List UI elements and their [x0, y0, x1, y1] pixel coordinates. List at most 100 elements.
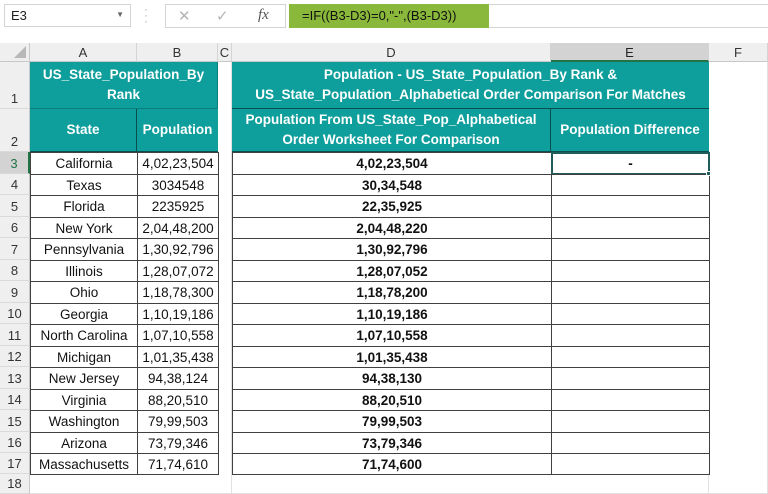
formula-input[interactable]: =IF((B3-D3)=0,"-",(B3-D3))	[289, 4, 489, 28]
name-box[interactable]: E3 ▼	[4, 4, 131, 27]
row-header-15[interactable]: 15	[0, 410, 30, 432]
cancel-icon[interactable]: ✕	[178, 8, 191, 25]
population-cell[interactable]: 1,10,19,186	[137, 303, 219, 325]
state-column-header[interactable]: State	[30, 109, 137, 152]
state-cell[interactable]: Arizona	[30, 432, 138, 454]
row-header-3[interactable]: 3	[0, 152, 30, 174]
row-header-11[interactable]: 11	[0, 324, 30, 346]
row-header-4[interactable]: 4	[0, 174, 30, 195]
difference-cell[interactable]	[551, 260, 710, 282]
compare-population-cell[interactable]: 30,34,548	[232, 174, 552, 196]
formula-input-area[interactable]	[489, 4, 768, 28]
difference-cell[interactable]	[551, 389, 710, 411]
compare-population-cell[interactable]: 1,28,07,052	[232, 260, 552, 282]
difference-cell[interactable]	[551, 410, 710, 433]
population-cell[interactable]: 94,38,124	[137, 367, 219, 390]
row-header-10[interactable]: 10	[0, 303, 30, 324]
compare-population-cell[interactable]: 1,01,35,438	[232, 346, 552, 368]
fill-handle[interactable]	[706, 171, 711, 176]
population-cell[interactable]: 1,07,10,558	[137, 324, 219, 347]
state-cell[interactable]: Ohio	[30, 281, 138, 304]
row-header-8[interactable]: 8	[0, 260, 30, 281]
state-cell[interactable]: Illinois	[30, 260, 138, 282]
state-cell[interactable]: Georgia	[30, 303, 138, 325]
compare-population-cell[interactable]: 1,07,10,558	[232, 324, 552, 347]
left-table-title[interactable]: US_State_Population_By Rank	[30, 62, 218, 109]
difference-cell[interactable]	[551, 174, 710, 196]
column-f-empty[interactable]	[709, 62, 768, 494]
state-cell[interactable]: North Carolina	[30, 324, 138, 347]
row-header-6[interactable]: 6	[0, 217, 30, 238]
state-cell[interactable]: California	[30, 152, 138, 175]
row-header-1[interactable]: 1	[0, 62, 30, 109]
difference-column-header[interactable]: Population Difference	[551, 109, 709, 152]
population-cell[interactable]: 2,04,48,200	[137, 217, 219, 239]
row-header-7[interactable]: 7	[0, 238, 30, 260]
column-header-a[interactable]: A	[30, 43, 137, 62]
compare-population-cell[interactable]: 88,20,510	[232, 389, 552, 411]
chevron-down-icon[interactable]: ▼	[116, 10, 124, 19]
state-cell[interactable]: New Jersey	[30, 367, 138, 390]
column-header-f[interactable]: F	[709, 43, 768, 62]
row-header-14[interactable]: 14	[0, 389, 30, 410]
difference-cell[interactable]	[551, 367, 710, 390]
row-18-empty[interactable]	[30, 474, 709, 494]
difference-cell[interactable]	[551, 432, 710, 454]
row-header-13[interactable]: 13	[0, 367, 30, 389]
state-cell[interactable]: Massachusetts	[30, 453, 138, 475]
population-cell[interactable]: 73,79,346	[137, 432, 219, 454]
state-cell[interactable]: Texas	[30, 174, 138, 196]
difference-cell[interactable]	[551, 195, 710, 218]
compare-population-cell[interactable]: 1,10,19,186	[232, 303, 552, 325]
column-header-e[interactable]: E	[551, 43, 709, 62]
compare-population-cell[interactable]: 94,38,130	[232, 367, 552, 390]
state-cell[interactable]: Virginia	[30, 389, 138, 411]
population-cell[interactable]: 1,30,92,796	[137, 238, 219, 261]
column-header-c[interactable]: C	[218, 43, 232, 62]
column-header-b[interactable]: B	[137, 43, 218, 62]
difference-cell[interactable]	[551, 453, 710, 475]
difference-cell[interactable]	[551, 324, 710, 347]
select-all-button[interactable]	[0, 43, 30, 62]
population-cell[interactable]: 88,20,510	[137, 389, 219, 411]
population-cell[interactable]: 1,18,78,300	[137, 281, 219, 304]
state-cell[interactable]: Washington	[30, 410, 138, 433]
compare-population-cell[interactable]: 73,79,346	[232, 432, 552, 454]
population-cell[interactable]: 1,28,07,072	[137, 260, 219, 282]
compare-population-cell[interactable]: 22,35,925	[232, 195, 552, 218]
difference-cell[interactable]	[551, 217, 710, 239]
row-header-18[interactable]: 18	[0, 474, 30, 494]
difference-cell[interactable]: -	[551, 152, 710, 175]
compare-population-cell[interactable]: 71,74,600	[232, 453, 552, 475]
compare-population-cell[interactable]: 1,18,78,200	[232, 281, 552, 304]
population-cell[interactable]: 4,02,23,504	[137, 152, 219, 175]
row-header-12[interactable]: 12	[0, 346, 30, 367]
right-table-title[interactable]: Population - US_State_Population_By Rank…	[232, 62, 709, 109]
difference-cell[interactable]	[551, 303, 710, 325]
compare-population-cell[interactable]: 1,30,92,796	[232, 238, 552, 261]
population-column-header[interactable]: Population	[137, 109, 218, 152]
state-cell[interactable]: Florida	[30, 195, 138, 218]
population-cell[interactable]: 3034548	[137, 174, 219, 196]
compare-population-cell[interactable]: 79,99,503	[232, 410, 552, 433]
column-c-empty[interactable]	[218, 62, 232, 494]
population-cell[interactable]: 79,99,503	[137, 410, 219, 433]
compare-population-cell[interactable]: 4,02,23,504	[232, 152, 552, 175]
compare-column-header[interactable]: Population From US_State_Pop_Alphabetica…	[232, 109, 551, 152]
row-header-2[interactable]: 2	[0, 109, 30, 152]
compare-population-cell[interactable]: 2,04,48,220	[232, 217, 552, 239]
difference-cell[interactable]	[551, 346, 710, 368]
population-cell[interactable]: 1,01,35,438	[137, 346, 219, 368]
row-header-9[interactable]: 9	[0, 281, 30, 303]
row-header-17[interactable]: 17	[0, 453, 30, 474]
state-cell[interactable]: Pennsylvania	[30, 238, 138, 261]
population-cell[interactable]: 71,74,610	[137, 453, 219, 475]
column-header-d[interactable]: D	[232, 43, 551, 62]
state-cell[interactable]: New York	[30, 217, 138, 239]
difference-cell[interactable]	[551, 281, 710, 304]
enter-icon[interactable]: ✓	[216, 8, 229, 25]
row-header-5[interactable]: 5	[0, 195, 30, 217]
population-cell[interactable]: 2235925	[137, 195, 219, 218]
insert-function-icon[interactable]: fx	[258, 7, 269, 23]
difference-cell[interactable]	[551, 238, 710, 261]
